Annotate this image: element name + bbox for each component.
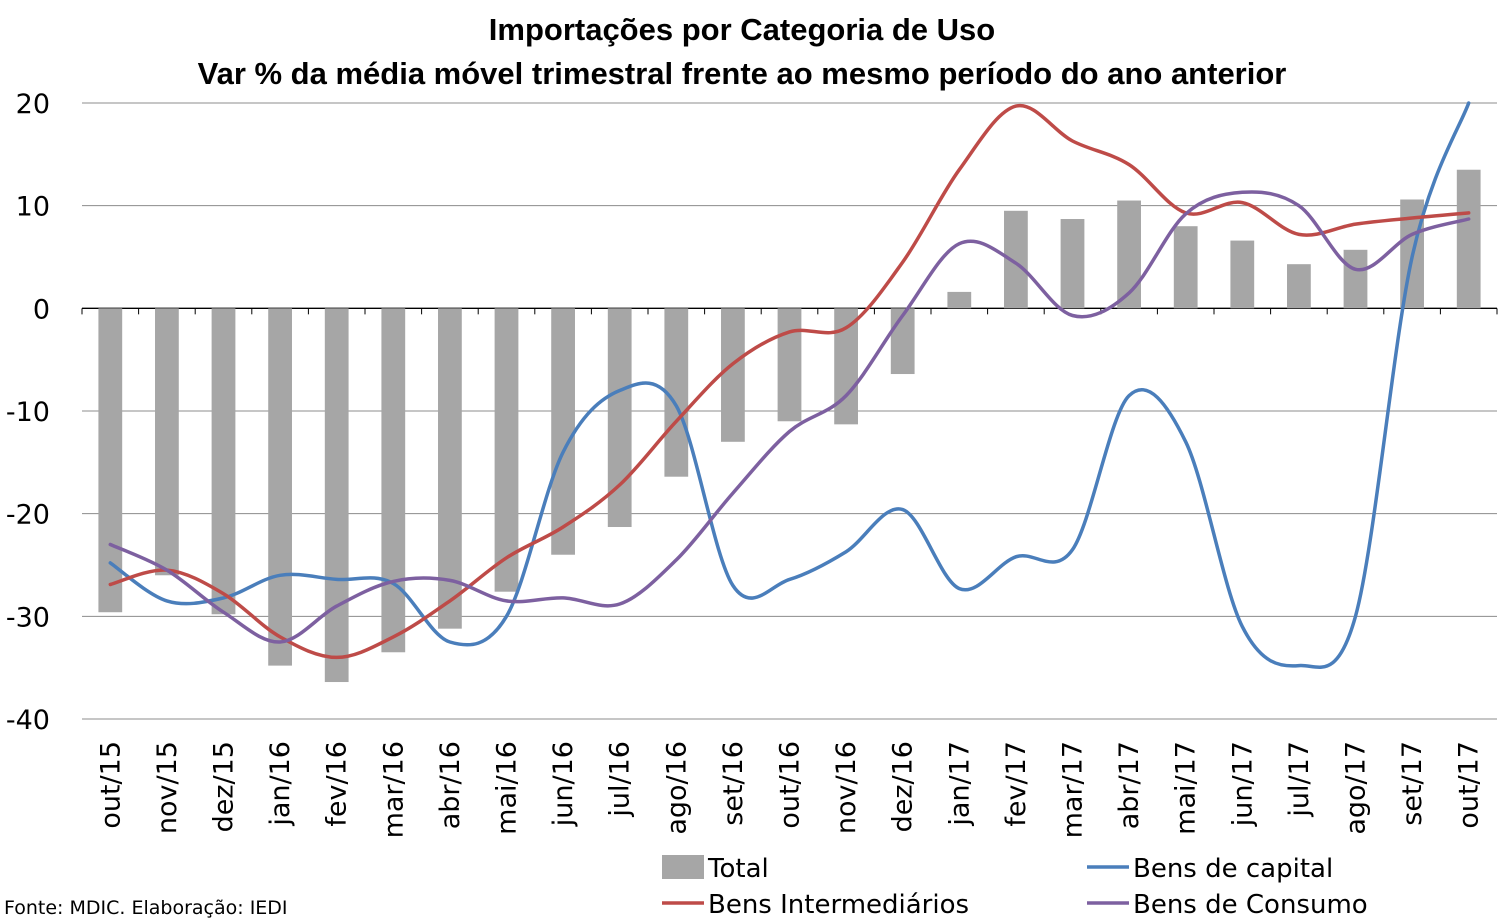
- legend-label-bens-de-consumo: Bens de Consumo: [1133, 890, 1368, 920]
- x-tick-label: jul/17: [1284, 741, 1315, 818]
- x-tick-label: jun/16: [548, 741, 579, 827]
- x-tick-label: abr/17: [1114, 741, 1145, 829]
- x-tick-label: ago/16: [661, 741, 692, 835]
- bar-total: [1004, 210, 1028, 309]
- x-tick-label: jun/17: [1227, 741, 1258, 827]
- bar-total: [1287, 264, 1311, 309]
- legend: Total Bens de capital Bens Intermediários B…: [662, 854, 1368, 920]
- line-series-group: [108, 101, 1471, 669]
- x-tick-label: abr/16: [435, 741, 466, 829]
- legend-label-bens-intermedi-rios: Bens Intermediários: [708, 890, 969, 920]
- x-tick-label: nov/16: [831, 741, 862, 834]
- chart-title: Importações por Categoria de Uso: [489, 12, 995, 47]
- line-bens-de-consumo: [108, 190, 1471, 644]
- bar-total: [211, 308, 236, 615]
- x-tick-label: set/16: [718, 741, 749, 826]
- bar-series-total: [98, 169, 1481, 683]
- x-tick-label: dez/15: [209, 741, 240, 832]
- bar-total: [551, 308, 575, 555]
- legend-label-total: Total: [707, 854, 769, 884]
- x-tick-label: out/16: [775, 741, 806, 829]
- line-bens-intermedi-rios: [108, 103, 1471, 660]
- x-tick-label: mai/17: [1171, 741, 1202, 835]
- bar-total: [834, 308, 858, 425]
- bar-total: [268, 308, 292, 666]
- y-tick-label: 10: [16, 192, 50, 223]
- y-tick-label: 20: [16, 89, 50, 120]
- y-tick-label: -10: [6, 397, 50, 428]
- bar-total: [777, 308, 802, 422]
- x-tick-label: out/17: [1454, 741, 1485, 829]
- x-tick-label: fev/16: [322, 741, 353, 827]
- bar-total: [947, 291, 972, 309]
- bar-total: [494, 308, 519, 592]
- x-tick-label: out/15: [95, 741, 126, 829]
- chart-subtitle: Var % da média móvel trimestral frente a…: [198, 56, 1287, 91]
- bar-total: [1117, 200, 1141, 309]
- x-tick-label: mar/16: [378, 741, 409, 838]
- bar-total: [381, 308, 406, 653]
- bar-total: [155, 308, 179, 576]
- bar-total: [1173, 226, 1198, 309]
- y-tick-label: -30: [6, 602, 50, 633]
- y-tick-label: 0: [33, 294, 50, 325]
- bar-total: [1343, 249, 1368, 309]
- bar-total: [664, 308, 689, 477]
- x-tick-label: ago/17: [1341, 741, 1372, 835]
- x-tick-label: mar/17: [1058, 741, 1089, 838]
- bar-total: [438, 308, 462, 629]
- x-tick-label: dez/16: [888, 741, 919, 832]
- x-tick-label: fev/17: [1001, 741, 1032, 827]
- bar-total: [98, 308, 123, 613]
- line-bens-de-capital: [108, 101, 1471, 669]
- x-tick-label: mai/16: [492, 741, 523, 835]
- bar-total: [1456, 169, 1481, 309]
- x-tick-label: jan/17: [944, 741, 975, 827]
- bar-total: [1230, 240, 1255, 309]
- x-axis-tick-labels: out/15 nov/15 dez/15 jan/16 fev/16 mar/16 abr/…: [95, 741, 1484, 838]
- x-tick-label: set/17: [1397, 741, 1428, 826]
- bar-total: [324, 308, 349, 683]
- bar-total: [721, 308, 745, 442]
- x-tick-label: jul/16: [605, 741, 636, 818]
- legend-swatch-total: [662, 855, 704, 879]
- bar-total: [1060, 219, 1085, 309]
- x-tick-label: jan/16: [265, 741, 296, 827]
- legend-label-bens-de-capital: Bens de capital: [1133, 854, 1333, 884]
- bar-total: [607, 308, 632, 528]
- y-tick-label: -20: [6, 500, 50, 531]
- y-axis-tick-labels: 20 10 0 -10 -20 -30 -40: [6, 89, 50, 736]
- y-tick-label: -40: [6, 705, 50, 736]
- x-tick-label: nov/15: [152, 741, 183, 834]
- source-note: Fonte: MDIC. Elaboração: IEDI: [4, 897, 288, 919]
